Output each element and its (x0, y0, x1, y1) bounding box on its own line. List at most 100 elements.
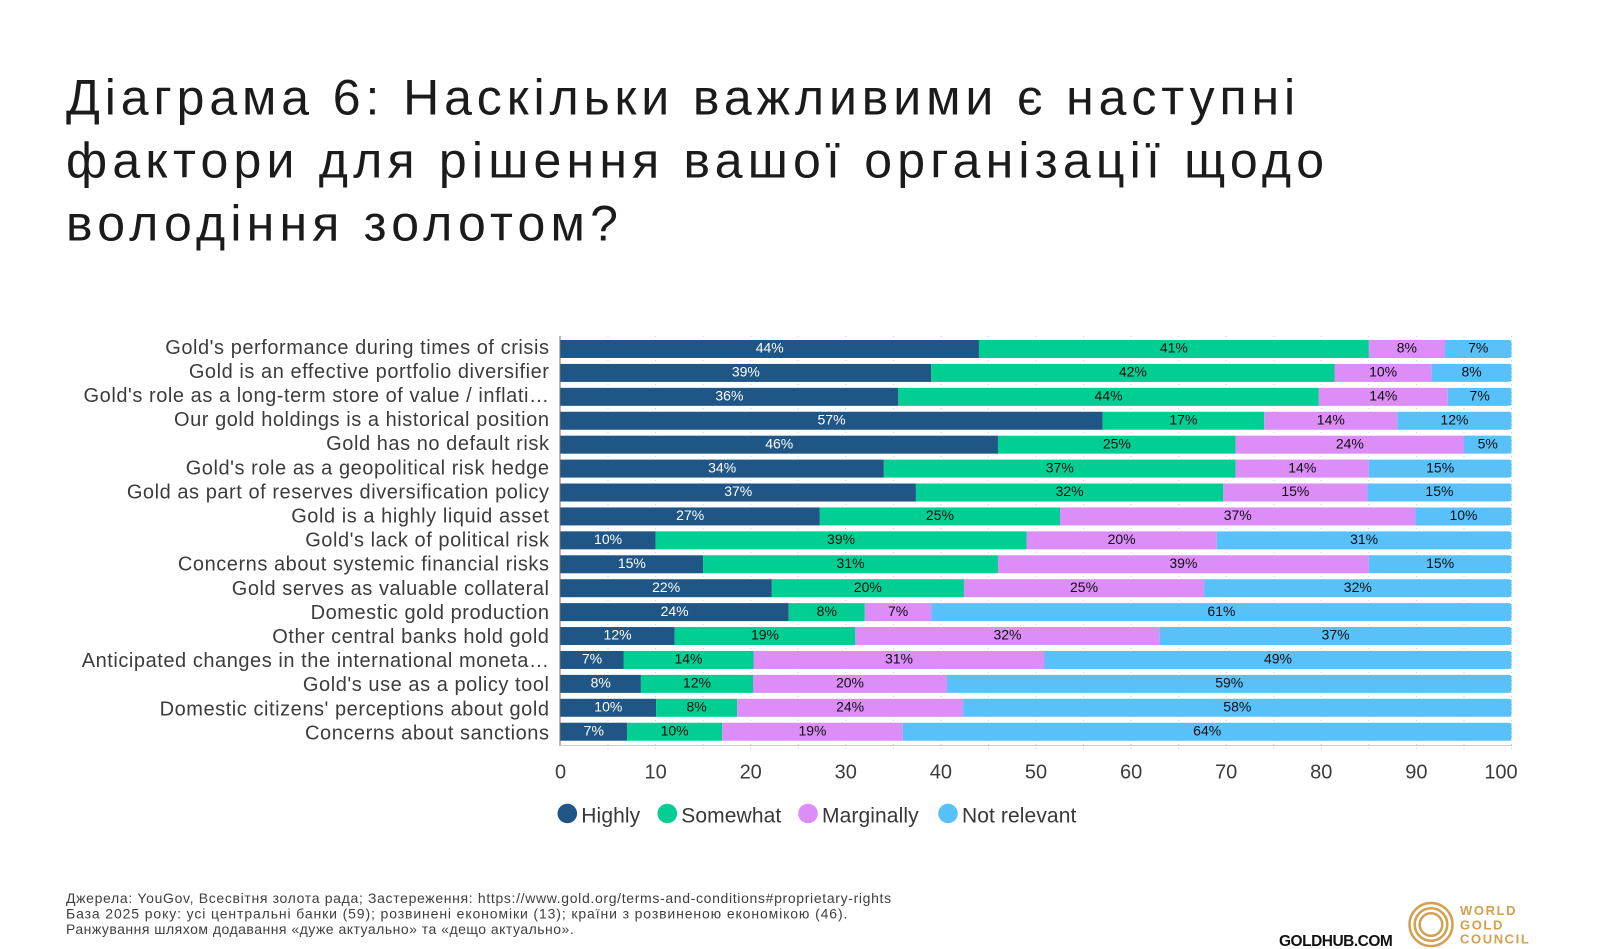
svg-text:32%: 32% (993, 627, 1021, 643)
svg-text:15%: 15% (1426, 555, 1454, 571)
svg-text:7%: 7% (582, 651, 602, 667)
svg-text:володіння золотом?: володіння золотом? (66, 196, 623, 252)
svg-text:фактори для рішення вашої орга: фактори для рішення вашої організації що… (66, 133, 1329, 189)
svg-text:41%: 41% (1160, 340, 1188, 356)
svg-text:90: 90 (1405, 761, 1427, 783)
svg-text:32%: 32% (1344, 579, 1372, 595)
svg-text:24%: 24% (1336, 435, 1364, 451)
svg-text:7%: 7% (1470, 388, 1490, 404)
svg-text:Ранжування шляхом додавання «д: Ранжування шляхом додавання «дуже актуал… (66, 921, 574, 937)
svg-text:49%: 49% (1264, 651, 1292, 667)
svg-text:Marginally: Marginally (822, 804, 919, 827)
svg-text:Concerns about systemic financ: Concerns about systemic financial risks (178, 554, 550, 576)
svg-text:Highly: Highly (581, 804, 640, 827)
svg-text:10%: 10% (594, 699, 622, 715)
svg-text:Gold's performance during time: Gold's performance during times of crisi… (165, 337, 549, 359)
svg-text:59%: 59% (1215, 675, 1243, 691)
svg-text:14%: 14% (1317, 411, 1345, 427)
svg-text:60: 60 (1120, 761, 1142, 783)
svg-text:Gold has no default risk: Gold has no default risk (326, 433, 550, 455)
svg-text:База 2025 року: усі центральні: База 2025 року: усі центральні банки (59… (66, 906, 848, 922)
svg-text:15%: 15% (618, 555, 646, 571)
svg-text:Domestic citizens' perceptions: Domestic citizens' perceptions about gol… (160, 698, 550, 720)
svg-text:8%: 8% (1397, 340, 1417, 356)
svg-text:19%: 19% (798, 722, 826, 738)
svg-text:14%: 14% (1288, 459, 1316, 475)
svg-text:10: 10 (644, 761, 666, 783)
svg-text:Gold serves as valuable collat: Gold serves as valuable collateral (232, 578, 550, 600)
svg-text:31%: 31% (885, 651, 913, 667)
svg-text:24%: 24% (836, 699, 864, 715)
svg-text:20%: 20% (836, 675, 864, 691)
svg-text:7%: 7% (1468, 340, 1488, 356)
svg-text:COUNCIL: COUNCIL (1460, 932, 1530, 947)
svg-text:44%: 44% (756, 340, 784, 356)
svg-text:64%: 64% (1193, 722, 1221, 738)
svg-text:Concerns about sanctions: Concerns about sanctions (305, 722, 549, 744)
svg-text:31%: 31% (1350, 531, 1378, 547)
svg-text:Gold's role as a geopolitical: Gold's role as a geopolitical risk hedge (186, 457, 550, 479)
svg-text:61%: 61% (1207, 603, 1235, 619)
svg-text:Gold's use as a policy tool: Gold's use as a policy tool (303, 674, 550, 696)
svg-text:12%: 12% (1440, 411, 1468, 427)
svg-text:14%: 14% (674, 651, 702, 667)
svg-text:Gold's role as a long-term sto: Gold's role as a long-term store of valu… (84, 385, 550, 407)
svg-text:Діаграма 6: Наскільки важливим: Діаграма 6: Наскільки важливими є наступ… (66, 70, 1300, 126)
svg-text:8%: 8% (591, 675, 611, 691)
svg-text:Our gold holdings is a histori: Our gold holdings is a historical positi… (174, 409, 550, 431)
svg-text:57%: 57% (818, 411, 846, 427)
svg-text:19%: 19% (751, 627, 779, 643)
svg-text:10%: 10% (594, 531, 622, 547)
svg-text:46%: 46% (765, 435, 793, 451)
svg-text:20%: 20% (854, 579, 882, 595)
svg-text:Gold's lack of political risk: Gold's lack of political risk (305, 530, 550, 552)
svg-text:40: 40 (930, 761, 952, 783)
svg-text:37%: 37% (1322, 627, 1350, 643)
svg-text:Not relevant: Not relevant (962, 804, 1076, 827)
svg-text:37%: 37% (1224, 507, 1252, 523)
svg-text:80: 80 (1310, 761, 1332, 783)
svg-text:22%: 22% (652, 579, 680, 595)
svg-text:10%: 10% (1369, 364, 1397, 380)
svg-text:14%: 14% (1369, 388, 1397, 404)
svg-text:Gold as part of reserves diver: Gold as part of reserves diversification… (127, 481, 550, 503)
svg-text:5%: 5% (1478, 435, 1498, 451)
svg-text:8%: 8% (817, 603, 837, 619)
svg-text:Other central banks hold gold: Other central banks hold gold (272, 626, 549, 648)
svg-text:44%: 44% (1095, 388, 1123, 404)
svg-text:7%: 7% (888, 603, 908, 619)
svg-text:17%: 17% (1169, 411, 1197, 427)
svg-text:20: 20 (740, 761, 762, 783)
svg-text:34%: 34% (708, 459, 736, 475)
svg-text:31%: 31% (837, 555, 865, 571)
svg-text:10%: 10% (661, 722, 689, 738)
svg-text:GOLDHUB.COM: GOLDHUB.COM (1279, 933, 1392, 949)
svg-text:0: 0 (555, 761, 566, 783)
svg-text:8%: 8% (686, 699, 706, 715)
svg-text:30: 30 (835, 761, 857, 783)
svg-text:Gold is an effective portfolio: Gold is an effective portfolio diversifi… (189, 361, 550, 383)
svg-text:70: 70 (1215, 761, 1237, 783)
svg-text:32%: 32% (1056, 483, 1084, 499)
svg-text:10%: 10% (1449, 507, 1477, 523)
svg-text:24%: 24% (661, 603, 689, 619)
svg-text:39%: 39% (827, 531, 855, 547)
svg-text:Gold is a highly liquid asset: Gold is a highly liquid asset (291, 506, 549, 528)
svg-text:15%: 15% (1425, 483, 1453, 499)
svg-text:37%: 37% (1046, 459, 1074, 475)
svg-text:Anticipated changes in the int: Anticipated changes in the international… (82, 650, 550, 672)
svg-text:7%: 7% (584, 722, 604, 738)
svg-text:37%: 37% (724, 483, 752, 499)
svg-text:GOLD: GOLD (1460, 917, 1504, 932)
svg-text:Джерела: YouGov, Всесвітня зол: Джерела: YouGov, Всесвітня золота рада; … (66, 890, 892, 906)
svg-text:Somewhat: Somewhat (681, 804, 781, 827)
svg-text:12%: 12% (604, 627, 632, 643)
svg-text:36%: 36% (715, 388, 743, 404)
svg-text:25%: 25% (1070, 579, 1098, 595)
svg-text:20%: 20% (1108, 531, 1136, 547)
svg-text:15%: 15% (1426, 459, 1454, 475)
svg-text:39%: 39% (732, 364, 760, 380)
svg-text:100: 100 (1484, 761, 1517, 783)
svg-text:WORLD: WORLD (1460, 903, 1517, 918)
svg-text:39%: 39% (1169, 555, 1197, 571)
